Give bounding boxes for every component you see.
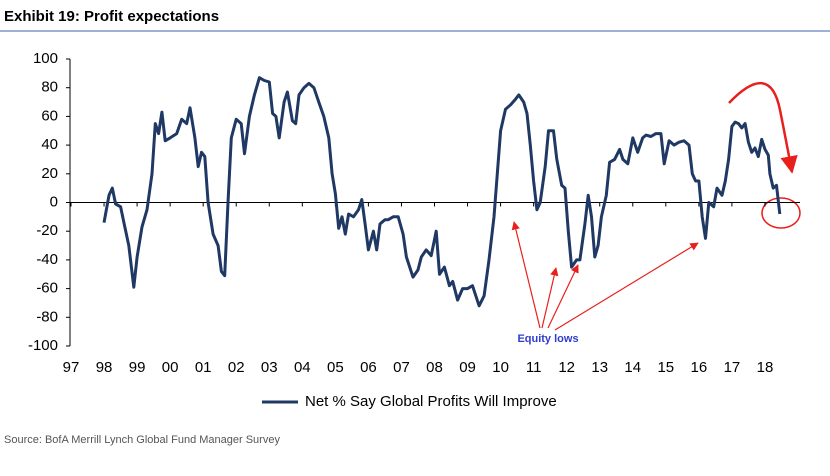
- y-tick-label: -80: [36, 308, 58, 325]
- highlight-circle: [761, 197, 801, 229]
- x-tick-label: 98: [96, 359, 113, 376]
- x-tick-label: 04: [294, 359, 311, 376]
- y-tick-label: -20: [36, 222, 58, 239]
- x-tick-label: 00: [162, 359, 179, 376]
- x-tick-label: 02: [228, 359, 245, 376]
- y-tick-label: 80: [41, 79, 58, 96]
- x-tick-label: 12: [558, 359, 575, 376]
- highlight-arrow: [728, 82, 798, 174]
- x-tick-label: 99: [129, 359, 146, 376]
- x-tick-label: 06: [360, 359, 377, 376]
- x-tick-label: 10: [492, 359, 509, 376]
- x-tick-label: 01: [195, 359, 212, 376]
- y-tick-label: -100: [28, 337, 58, 354]
- y-tick-label: 60: [41, 107, 58, 124]
- x-tick-label: 97: [63, 359, 80, 376]
- y-tick-label: -40: [36, 251, 58, 268]
- chart-title: Exhibit 19: Profit expectations: [4, 8, 219, 25]
- x-tick-label: 05: [327, 359, 344, 376]
- annotation-arrows: [511, 221, 699, 331]
- x-tick-label: 07: [393, 359, 410, 376]
- x-tick-label: 16: [691, 359, 708, 376]
- legend-label: Net % Say Global Profits Will Improve: [305, 393, 557, 410]
- x-tick-label: 13: [591, 359, 608, 376]
- annotation: Equity lows: [517, 333, 578, 345]
- y-tick-label: 100: [33, 50, 58, 67]
- y-tick-label: 20: [41, 165, 58, 182]
- x-tick-label: 17: [724, 359, 741, 376]
- x-tick-label: 18: [757, 359, 774, 376]
- x-tick-label: 03: [261, 359, 278, 376]
- x-tick-label: 09: [459, 359, 476, 376]
- x-tick-label: 15: [657, 359, 674, 376]
- x-tick-label: 11: [526, 359, 542, 376]
- data-line: [102, 76, 782, 308]
- x-tick-label: 08: [426, 359, 443, 376]
- x-tick-label: 14: [624, 359, 641, 376]
- y-tick-label: 0: [50, 193, 58, 210]
- source: Source: BofA Merrill Lynch Global Fund M…: [4, 434, 280, 446]
- y-tick-label: 40: [41, 136, 58, 153]
- y-tick-label: -60: [36, 280, 58, 297]
